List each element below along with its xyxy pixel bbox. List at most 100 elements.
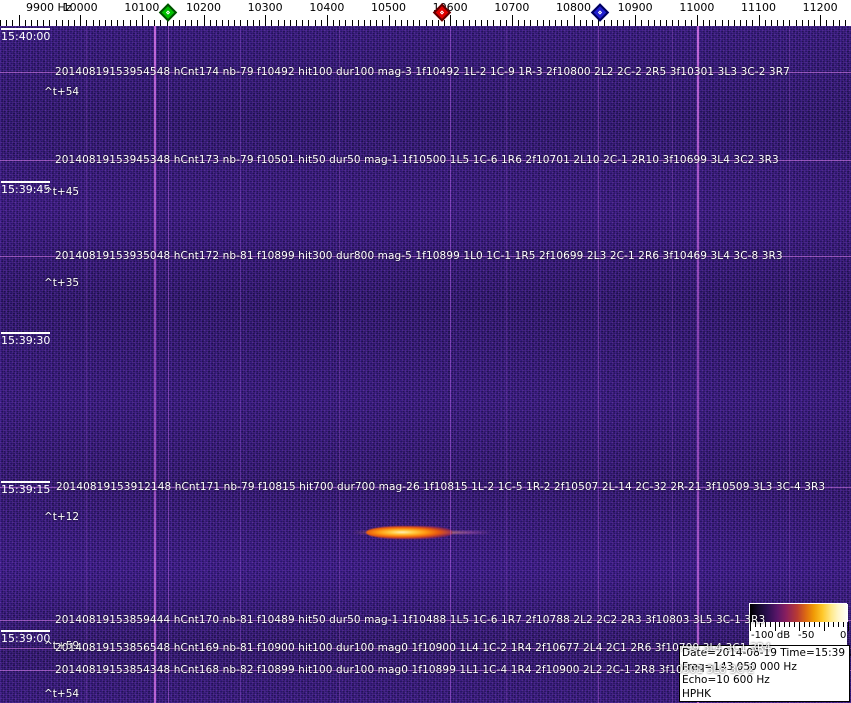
event-scanline [0,256,851,257]
freq-tick-minor [580,20,581,26]
freq-tick-minor [253,20,254,26]
freq-tick-minor [37,20,38,26]
freq-tick-minor [117,20,118,26]
relative-time-mark: ^t+45 [44,186,80,198]
meteor-echo-signal [366,526,452,539]
colorbar-tick [804,622,805,627]
freq-tick-minor [86,20,87,26]
freq-tick-minor [179,20,180,26]
colorbar-labels: -100 dB -50 0 [750,630,848,644]
freq-tick-minor [123,20,124,26]
freq-tick-minor [432,20,433,26]
freq-tick-minor [802,20,803,26]
colorbar-tick [833,622,834,627]
freq-tick-minor [25,20,26,26]
freq-tick-label: 10200 [186,1,221,14]
freq-tick-minor [364,20,365,26]
freq-tick-label: 10300 [247,1,283,14]
freq-tick-minor [629,20,630,26]
event-row[interactable]: 20140819153954548 hCnt174 nb-79 f10492 h… [55,66,790,78]
freq-tick-minor [259,20,260,26]
marker-inner-diamond-icon [440,10,445,15]
event-row[interactable]: 20140819153854348 hCnt168 nb-82 f10899 h… [55,664,755,676]
time-axis-label: 15:39:30 [1,332,51,347]
event-scanline [0,648,851,649]
marker-green[interactable] [158,3,177,22]
colorbar-tick [799,622,800,631]
colorbar-gradient [750,604,848,622]
time-axis-label: 15:40:00 [1,28,51,43]
colorbar-tick [838,622,839,627]
freq-tick-minor [296,20,297,26]
freq-tick-minor [555,20,556,26]
freq-tick-major [80,15,81,26]
freq-tick-minor [271,20,272,26]
freq-tick-minor [833,20,834,26]
relative-time-mark: ^t+54 [44,688,80,700]
colorbar-tick [789,622,790,627]
freq-tick-minor [130,20,131,26]
info-box: Date=2014-08-19 Time=15:39 UTC Freq=143 … [679,645,851,702]
freq-tick-minor [247,20,248,26]
freq-tick-minor [333,20,334,26]
event-row[interactable]: 20140819153935048 hCnt172 nb-81 f10899 h… [55,250,783,262]
freq-tick-minor [197,20,198,26]
relative-time-mark: ^t+35 [44,277,80,289]
freq-tick-minor [191,20,192,26]
colorbar-tick [819,622,820,627]
event-row[interactable]: 20140819153859444 hCnt170 nb-81 f10489 h… [55,614,766,626]
freq-tick-minor [796,20,797,26]
colorbar-tick [843,622,844,627]
freq-tick-minor [734,20,735,26]
info-date-time: Date=2014-08-19 Time=15:39 UTC [682,647,851,659]
freq-tick-minor [315,20,316,26]
freq-tick-label: 10100 [124,1,160,14]
freq-tick-minor [598,20,599,26]
colorbar-tick [814,622,815,627]
event-row[interactable]: 20140819153912148 hCnt171 nb-79 f10815 h… [56,481,826,493]
colorbar-tick [765,622,766,627]
waterfall-display[interactable] [0,26,851,703]
freq-tick-minor [222,20,223,26]
freq-tick-minor [740,20,741,26]
freq-tick-minor [752,20,753,26]
freq-tick-minor [154,20,155,26]
freq-tick-minor [62,20,63,26]
freq-tick-minor [93,20,94,26]
freq-tick-minor [672,20,673,26]
carrier-line-faint [86,26,87,703]
freq-tick-minor [407,20,408,26]
freq-tick-minor [413,20,414,26]
freq-tick-minor [111,20,112,26]
freq-tick-minor [278,20,279,26]
freq-tick-minor [56,20,57,26]
carrier-line-faint [506,26,507,703]
freq-tick-minor [666,20,667,26]
freq-tick-minor [746,20,747,26]
event-scanline [0,160,851,161]
colorbar-tick [760,622,761,627]
noise-texture [0,26,851,703]
frequency-axis[interactable]: 9900 Hz 10000 10100 10200 10300 10400 10500 10… [0,0,851,26]
freq-tick-minor [500,20,501,26]
freq-tick-minor [703,20,704,26]
freq-tick-minor [715,20,716,26]
freq-tick-minor [728,20,729,26]
freq-tick-minor [160,20,161,26]
freq-tick-minor [456,20,457,26]
freq-tick-minor [691,20,692,26]
freq-tick-minor [481,20,482,26]
event-row[interactable]: 20140819153856548 hCnt169 nb-81 f10900 h… [55,642,772,654]
freq-tick-minor [382,20,383,26]
freq-tick-minor [185,20,186,26]
colorbar-tick [824,622,825,631]
marker-blue[interactable] [590,3,610,22]
freq-tick-minor [765,20,766,26]
freq-tick-major [389,15,390,26]
event-row[interactable]: 20140819153945348 hCnt173 nb-79 f10501 h… [55,154,779,166]
colorbar-tick [784,622,785,627]
marker-inner-diamond-icon [165,10,170,15]
colorbar-tick [755,622,756,627]
freq-tick-minor [641,20,642,26]
freq-tick-minor [419,20,420,26]
